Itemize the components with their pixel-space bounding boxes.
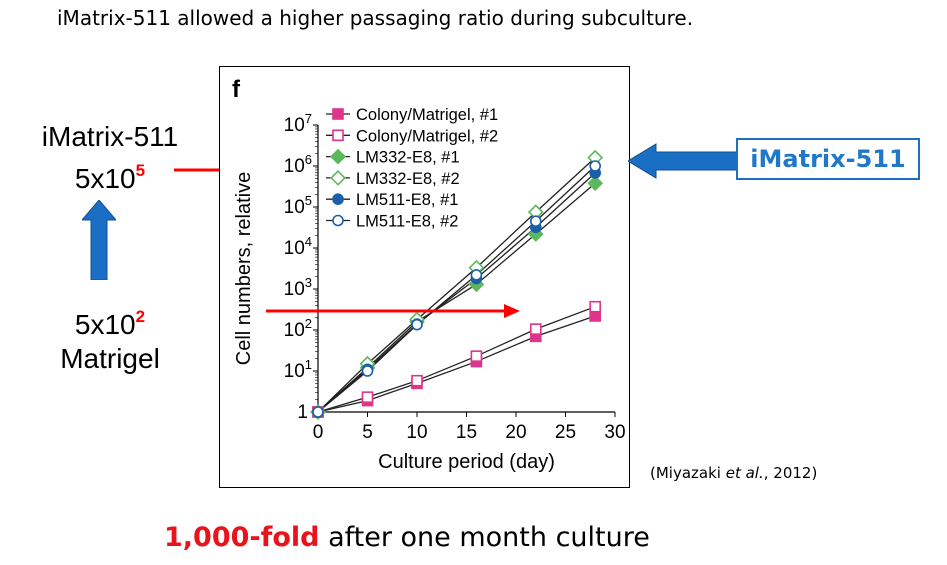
matrigel-seeding: 5x102 <box>30 300 190 342</box>
data-point <box>411 374 423 387</box>
y-axis-label: Cell numbers, relative <box>233 172 255 365</box>
summary-highlight: 1,000-fold <box>164 522 320 553</box>
legend-label: Colony/Matrigel, #1 <box>356 106 498 124</box>
growth-chart: f 0 5 10 15 20 25 30 1 101 102 103 104 105 106 107 Cultu… <box>219 66 630 488</box>
y-tick-label: 104 <box>284 234 312 259</box>
citation: (Miyazaki et al., 2012) <box>650 464 817 482</box>
data-point <box>589 300 602 313</box>
x-tick-label: 25 <box>555 422 576 443</box>
y-tick-label: 106 <box>284 152 312 177</box>
legend-marker <box>330 148 346 165</box>
panel-label: f <box>232 76 241 103</box>
y-tick-label: 102 <box>284 316 312 341</box>
matrigel-seeding-base: 5x10 <box>74 309 136 340</box>
legend-marker <box>332 129 344 142</box>
imatrix-seeding: 5x105 <box>30 154 190 196</box>
x-tick-label: 0 <box>313 422 324 443</box>
data-point <box>587 175 604 192</box>
series-line <box>317 165 596 413</box>
x-tick-label: 20 <box>505 422 526 443</box>
left-arrow-icon <box>628 143 739 179</box>
y-tick-label: 105 <box>284 193 312 218</box>
summary-rest: after one month culture <box>319 522 650 553</box>
series-line <box>317 315 596 413</box>
legend-label: Colony/Matrigel, #2 <box>356 127 498 145</box>
legend-marker <box>332 108 344 120</box>
legend-label: LM332-E8, #1 <box>356 149 460 167</box>
imatrix-callout: iMatrix-511 <box>736 138 920 180</box>
legend-marker <box>332 193 344 205</box>
up-arrow-icon <box>82 200 116 280</box>
legend-label: LM511-E8, #1 <box>356 191 458 209</box>
matrigel-label: Matrigel <box>60 343 160 374</box>
y-tick-label: 1 <box>297 402 308 423</box>
series-line <box>317 172 596 413</box>
data-point <box>589 160 602 172</box>
comparison-arrow-head <box>504 304 520 318</box>
data-point <box>470 350 483 362</box>
imatrix-seeding-exp: 5 <box>135 161 146 180</box>
y-tick-label: 107 <box>284 111 312 136</box>
imatrix-label: iMatrix-511 <box>41 121 179 152</box>
y-tick-label: 101 <box>284 357 312 382</box>
x-tick-label: 15 <box>456 422 477 443</box>
data-point <box>361 365 374 377</box>
citation-author: et al. <box>725 464 764 482</box>
series-line <box>317 182 596 413</box>
data-point <box>361 391 374 403</box>
data-point <box>529 323 542 335</box>
legend-marker <box>330 170 346 186</box>
legend-label: LM332-E8, #2 <box>356 170 460 188</box>
x-tick-label: 10 <box>406 422 427 443</box>
headline: iMatrix-511 allowed a higher passaging r… <box>57 6 694 30</box>
data-point <box>312 406 324 418</box>
matrigel-seeding-exp: 2 <box>135 307 146 326</box>
citation-post: , 2012) <box>763 464 818 482</box>
citation-pre: (Miyazaki <box>650 464 726 482</box>
x-tick-label: 30 <box>604 422 625 443</box>
series-line <box>317 306 596 413</box>
matrigel-count-label: 5x102 Matrigel <box>30 300 190 376</box>
y-tick-label: 103 <box>284 275 312 300</box>
imatrix-count-label: iMatrix-511 5x105 <box>30 120 190 196</box>
x-axis-label: Culture period (day) <box>378 451 555 473</box>
data-point <box>529 215 542 228</box>
series-line <box>317 157 596 413</box>
data-point <box>411 318 423 331</box>
legend-marker <box>332 214 344 227</box>
imatrix-seeding-base: 5x10 <box>74 163 136 194</box>
summary-line: 1,000-fold after one month culture <box>164 522 650 553</box>
growth-chart-svg: f 0 5 10 15 20 25 30 1 101 102 103 104 105 106 107 Cultu… <box>232 76 626 473</box>
x-tick-label: 5 <box>362 422 373 443</box>
legend-label: LM511-E8, #2 <box>356 213 458 231</box>
data-point <box>470 269 483 281</box>
